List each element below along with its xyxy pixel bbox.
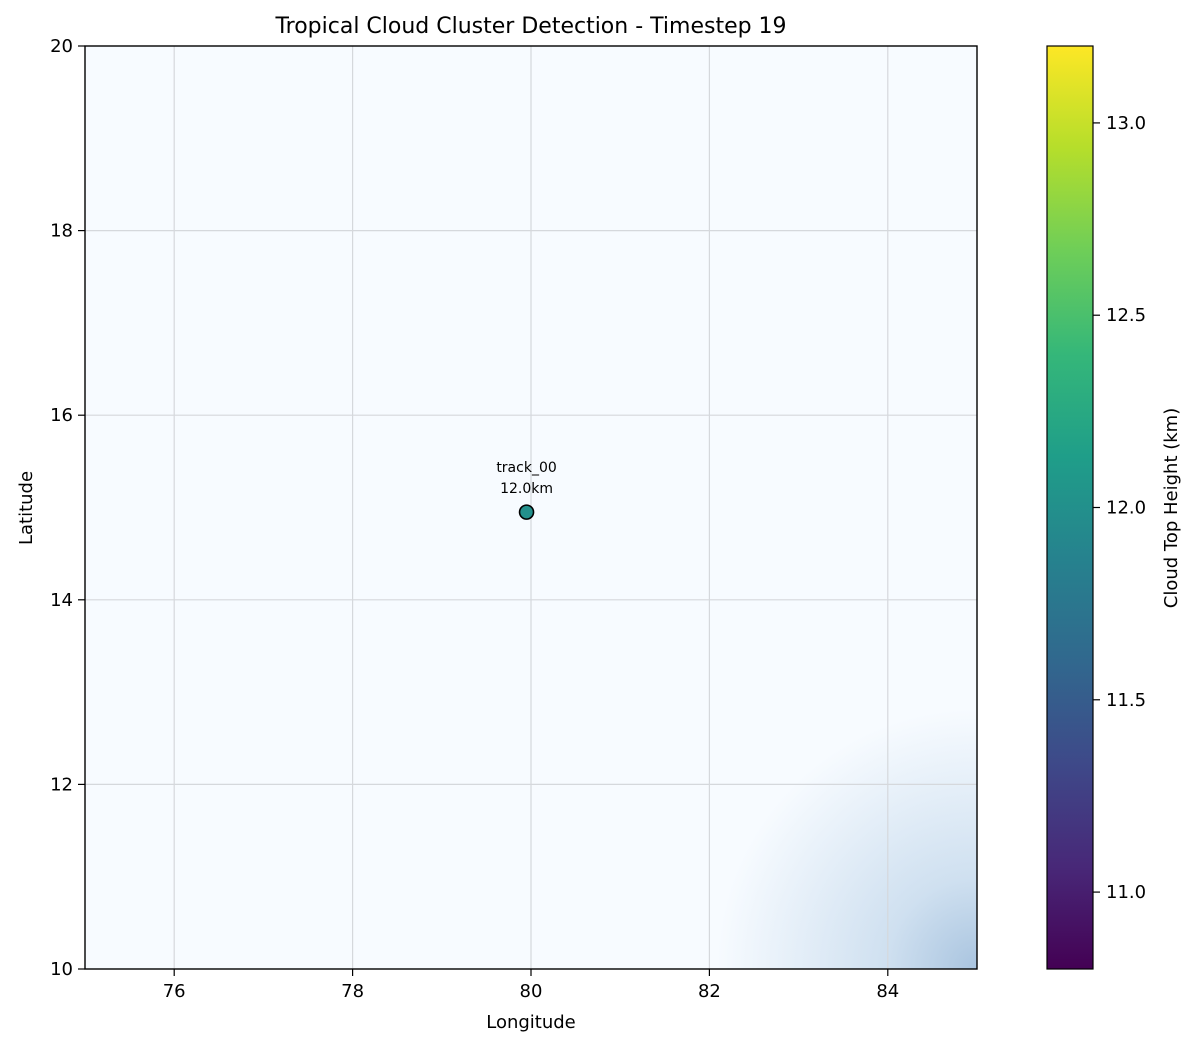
- x-tick-label: 82: [698, 981, 721, 1002]
- x-tick-label: 84: [876, 981, 899, 1002]
- x-tick-label: 80: [520, 981, 543, 1002]
- colorbar-tick-label: 12.5: [1106, 305, 1146, 326]
- x-axis: 76 78 80 82 84: [163, 969, 899, 1002]
- y-tick-label: 10: [50, 959, 73, 980]
- colorbar-ticks: 11.0 11.5 12.0 12.5 13.0: [1093, 113, 1146, 903]
- colorbar-label: Cloud Top Height (km): [1161, 408, 1182, 608]
- colorbar-tick-label: 11.5: [1106, 690, 1146, 711]
- x-tick-label: 78: [341, 981, 364, 1002]
- y-tick-label: 12: [50, 774, 73, 795]
- track-label: track_00: [496, 460, 556, 476]
- y-tick-label: 14: [50, 590, 73, 611]
- colorbar-tick-label: 11.0: [1106, 882, 1146, 903]
- y-tick-label: 16: [50, 405, 73, 426]
- colorbar-tick-label: 12.0: [1106, 498, 1146, 519]
- y-axis-label: Latitude: [16, 471, 37, 545]
- x-tick-label: 76: [163, 981, 186, 1002]
- track-height-label: 12.0km: [500, 481, 553, 497]
- y-tick-label: 18: [50, 221, 73, 242]
- colorbar: [1046, 45, 1094, 970]
- y-tick-label: 20: [50, 36, 73, 57]
- x-axis-label: Longitude: [486, 1012, 576, 1033]
- colorbar-tick-label: 13.0: [1106, 113, 1146, 134]
- y-axis: 10 12 14 16 18 20: [50, 36, 85, 980]
- chart-title: Tropical Cloud Cluster Detection - Times…: [274, 14, 786, 39]
- track-point: [518, 504, 535, 520]
- points: track_00 12.0km: [496, 460, 557, 520]
